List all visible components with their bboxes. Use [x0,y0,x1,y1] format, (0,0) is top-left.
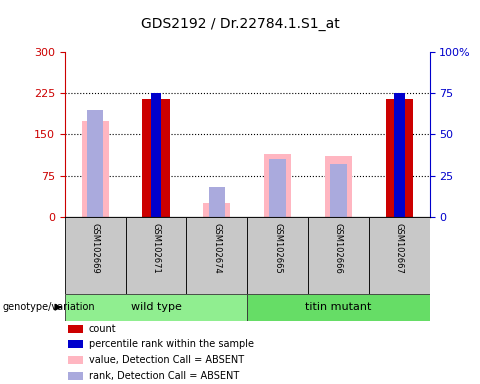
Bar [126,217,186,294]
Bar [247,294,430,321]
Text: percentile rank within the sample: percentile rank within the sample [88,339,253,349]
Text: titin mutant: titin mutant [305,302,372,312]
Bar [65,217,126,294]
Bar [308,217,369,294]
Bar [203,203,230,217]
Text: wild type: wild type [131,302,181,312]
Bar [143,99,170,217]
Text: GSM102667: GSM102667 [395,223,404,274]
Bar [385,99,413,217]
Bar [82,121,109,217]
Text: value, Detection Call = ABSENT: value, Detection Call = ABSENT [88,355,244,365]
Bar [209,187,225,217]
Text: GSM102671: GSM102671 [152,223,160,274]
Bar [69,372,83,380]
Bar [87,110,103,217]
Text: genotype/variation: genotype/variation [2,302,95,312]
Text: rank, Detection Call = ABSENT: rank, Detection Call = ABSENT [88,371,239,381]
Bar [269,159,286,217]
Bar [394,93,405,217]
Bar [65,294,247,321]
Bar [264,154,291,217]
Bar [325,156,352,217]
Bar [330,164,347,217]
Text: GSM102674: GSM102674 [212,223,221,274]
Bar [247,217,308,294]
Text: GDS2192 / Dr.22784.1.S1_at: GDS2192 / Dr.22784.1.S1_at [141,17,339,31]
Text: GSM102666: GSM102666 [334,223,343,274]
Bar [151,93,161,217]
Bar [69,356,83,364]
Bar [69,324,83,333]
Bar [186,217,247,294]
Text: count: count [88,324,116,334]
Text: GSM102669: GSM102669 [91,223,100,274]
Text: GSM102665: GSM102665 [273,223,282,274]
Bar [69,341,83,348]
Bar [369,217,430,294]
